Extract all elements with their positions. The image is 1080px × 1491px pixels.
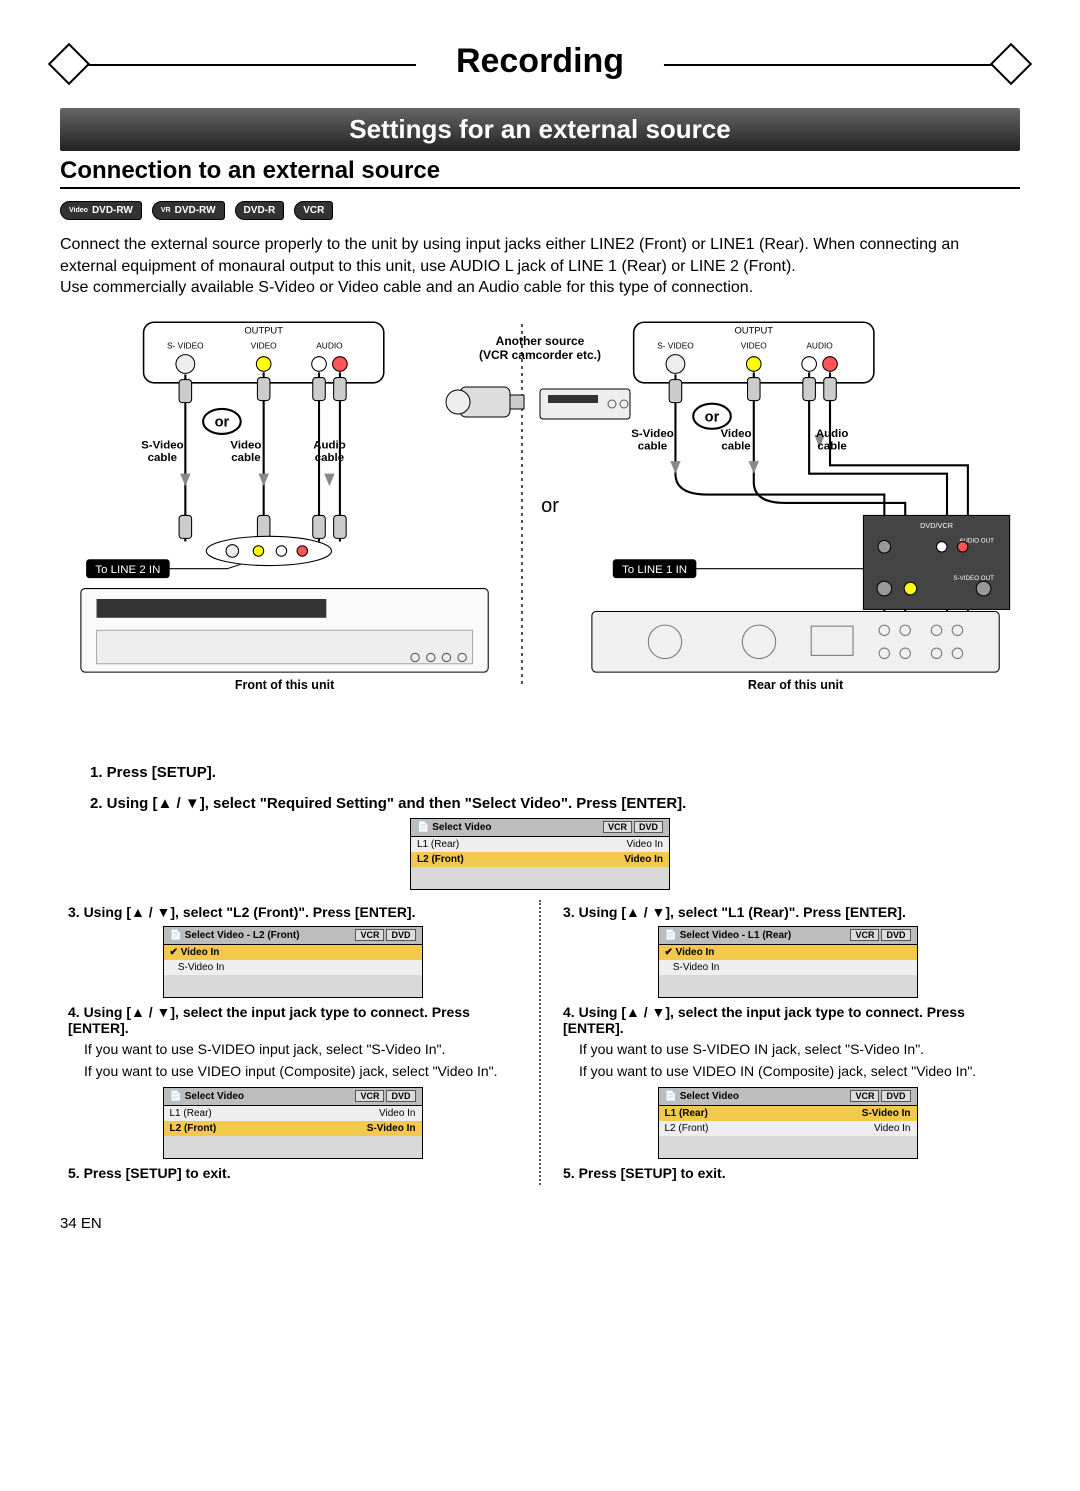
svg-text:cable: cable xyxy=(315,452,344,464)
chapter-banner: Recording xyxy=(60,40,1020,100)
svg-text:cable: cable xyxy=(148,452,177,464)
right-step-4-p1: If you want to use S-VIDEO IN jack, sele… xyxy=(579,1040,1020,1059)
banner-diamond-right xyxy=(990,43,1032,85)
left-step-4-p2: If you want to use VIDEO input (Composit… xyxy=(84,1062,525,1081)
right-step-3: 3. Using [▲ / ▼], select "L1 (Rear)". Pr… xyxy=(563,904,1020,920)
svg-text:S- VIDEO: S- VIDEO xyxy=(657,340,694,350)
banner-diamond-left xyxy=(48,43,90,85)
svg-text:To LINE 2 IN: To LINE 2 IN xyxy=(95,564,160,576)
menu-right-5: 📄 Select VideoVCRDVDL1 (Rear)S-Video InL… xyxy=(555,1087,1020,1159)
media-badge: DVD-R xyxy=(235,201,285,220)
svg-text:cable: cable xyxy=(817,440,846,452)
svg-text:or: or xyxy=(705,409,720,425)
svg-text:cable: cable xyxy=(638,440,667,452)
svg-text:S-Video: S-Video xyxy=(141,439,184,451)
left-step-3: 3. Using [▲ / ▼], select "L2 (Front)". P… xyxy=(68,904,525,920)
right-step-4-p2: If you want to use VIDEO IN (Composite) … xyxy=(579,1062,1020,1081)
right-step-4: 4. Using [▲ / ▼], select the input jack … xyxy=(563,1004,1020,1036)
svg-text:cable: cable xyxy=(231,452,260,464)
svg-text:To LINE 1 IN: To LINE 1 IN xyxy=(622,564,687,576)
left-step-4-p1: If you want to use S-VIDEO input jack, s… xyxy=(84,1040,525,1059)
svg-text:Video: Video xyxy=(230,439,261,451)
svg-text:cable: cable xyxy=(721,440,750,452)
media-badge: VideoDVD-RW xyxy=(60,201,142,220)
two-columns: 3. Using [▲ / ▼], select "L2 (Front)". P… xyxy=(60,900,1020,1186)
svg-text:Video: Video xyxy=(720,428,751,440)
svg-text:OUTPUT: OUTPUT xyxy=(244,324,283,335)
front-connection: OUTPUT S- VIDEO VIDEO AUDIO xyxy=(60,317,509,696)
rear-connection: OUTPUT S- VIDEO VIDEO AUDIO or xyxy=(571,317,1020,696)
or-label: or xyxy=(535,495,565,518)
front-diagram-svg: OUTPUT S- VIDEO VIDEO AUDIO xyxy=(60,317,509,693)
media-badge: VCR xyxy=(294,201,333,220)
step-2: 2. Using [▲ / ▼], select "Required Setti… xyxy=(90,795,1020,812)
menu-select-video: 📄 Select VideoVCRDVDL1 (Rear)Video InL2 … xyxy=(60,818,1020,890)
left-column: 3. Using [▲ / ▼], select "L2 (Front)". P… xyxy=(60,900,525,1186)
right-step-5: 5. Press [SETUP] to exit. xyxy=(563,1165,1020,1181)
menu-left-3: 📄 Select Video - L2 (Front)VCRDVD✔ Video… xyxy=(60,926,525,998)
svg-text:AUDIO: AUDIO xyxy=(316,340,343,350)
svg-text:Rear of this unit: Rear of this unit xyxy=(748,678,844,692)
svg-text:VIDEO: VIDEO xyxy=(741,340,767,350)
or-separator xyxy=(515,324,529,689)
media-badge: VRDVD-RW xyxy=(152,201,225,220)
subheading: Connection to an external source xyxy=(60,157,1020,189)
svg-text:Audio: Audio xyxy=(816,428,849,440)
banner-title: Recording xyxy=(416,42,664,81)
page-footer: 34 EN xyxy=(60,1215,1020,1232)
intro-text: Connect the external source properly to … xyxy=(60,234,1020,299)
right-column: 3. Using [▲ / ▼], select "L1 (Rear)". Pr… xyxy=(555,900,1020,1186)
svg-text:Front of this unit: Front of this unit xyxy=(235,678,335,692)
rear-diagram-svg: OUTPUT S- VIDEO VIDEO AUDIO or xyxy=(571,317,1020,693)
svg-text:S- VIDEO: S- VIDEO xyxy=(167,340,204,350)
svg-text:S-Video: S-Video xyxy=(631,428,674,440)
step-1: 1. Press [SETUP]. xyxy=(90,764,1020,781)
svg-text:DVD/VCR: DVD/VCR xyxy=(920,521,953,530)
svg-text:OUTPUT: OUTPUT xyxy=(734,324,773,335)
media-badges: VideoDVD-RW VRDVD-RW DVD-R VCR xyxy=(60,201,1020,220)
svg-text:Audio: Audio xyxy=(313,439,346,451)
connection-diagram: OUTPUT S- VIDEO VIDEO AUDIO xyxy=(60,317,1020,696)
menu-left-5: 📄 Select VideoVCRDVDL1 (Rear)Video InL2 … xyxy=(60,1087,525,1159)
svg-text:S-VIDEO OUT: S-VIDEO OUT xyxy=(953,575,994,582)
menu-right-3: 📄 Select Video - L1 (Rear)VCRDVD✔ Video … xyxy=(555,926,1020,998)
svg-text:VIDEO: VIDEO xyxy=(251,340,277,350)
left-step-4: 4. Using [▲ / ▼], select the input jack … xyxy=(68,1004,525,1036)
svg-text:or: or xyxy=(215,414,230,430)
svg-text:AUDIO: AUDIO xyxy=(806,340,833,350)
column-divider xyxy=(539,900,541,1186)
left-step-5: 5. Press [SETUP] to exit. xyxy=(68,1165,525,1181)
section-title-bar: Settings for an external source xyxy=(60,108,1020,151)
